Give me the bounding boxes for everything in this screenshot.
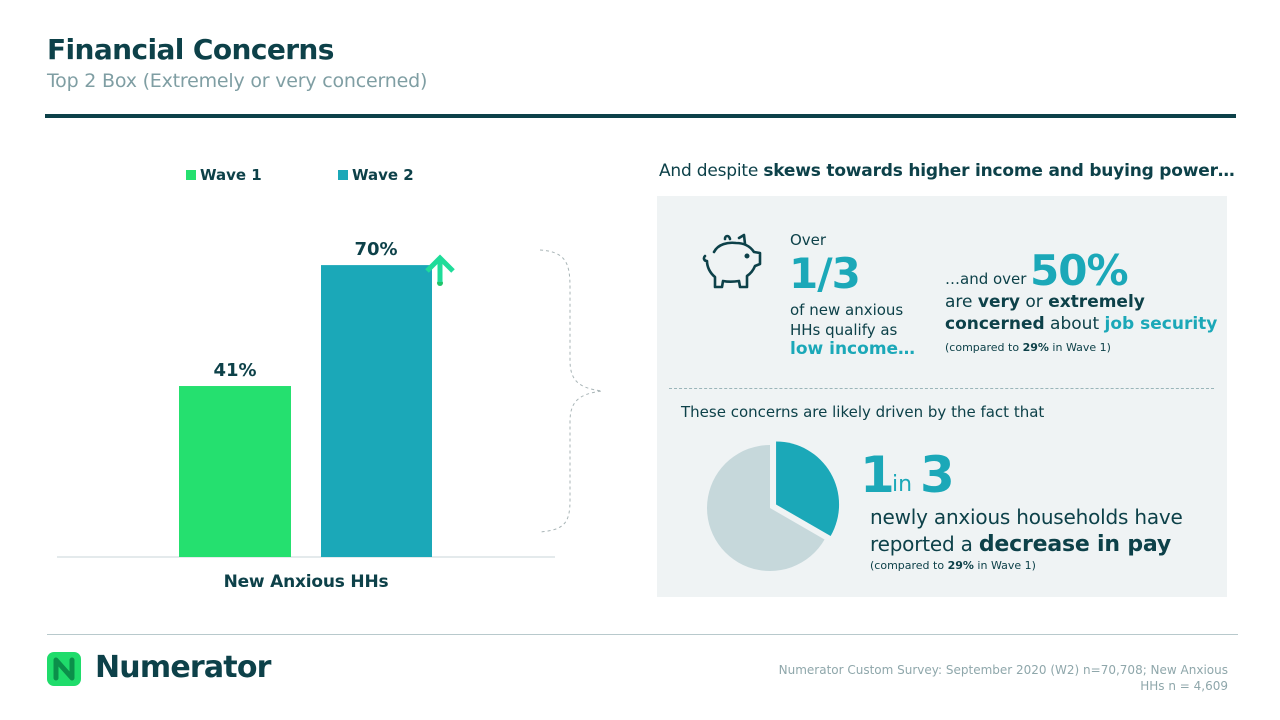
stat3-in: in: [892, 472, 913, 497]
header-divider: [45, 114, 1236, 118]
source-note-line2: HHs n = 4,609: [1140, 679, 1228, 693]
stat2-line1-very: very: [977, 292, 1020, 312]
bar-wave-1: [179, 386, 291, 557]
stat2-line2-highlight: job security: [1104, 314, 1218, 334]
data-label-wave-2: 70%: [354, 239, 397, 260]
stat2-note-pre: (compared to: [945, 341, 1023, 354]
stat3-line2-bold: decrease in pay: [978, 532, 1171, 557]
footer-divider: [47, 634, 1238, 635]
lead-bold-text: skews towards higher income and buying p…: [763, 161, 1235, 181]
stat2-note-bold: 29%: [1022, 341, 1049, 354]
stat3-note: (compared to 29% in Wave 1): [870, 559, 1036, 572]
stat3-one: 1: [860, 446, 895, 504]
legend-wave-1: Wave 1: [186, 166, 262, 184]
legend-wave-2: Wave 2: [338, 166, 414, 184]
stat2-note: (compared to 29% in Wave 1): [945, 341, 1111, 354]
stat2-line2-concerned: concerned: [945, 314, 1045, 334]
x-category-label: New Anxious HHs: [223, 572, 389, 592]
page-title: Financial Concerns: [47, 33, 334, 66]
stat3-three: 3: [920, 446, 955, 504]
pie-chart: [707, 441, 840, 571]
stat1-fraction: 1/3: [789, 249, 861, 298]
panel-divider: [669, 388, 1214, 389]
stat2-line1-extremely: extremely: [1048, 292, 1145, 312]
bar-wave-2: [321, 265, 432, 557]
numerator-logo-icon: [47, 652, 81, 686]
legend-label-wave-2: Wave 2: [352, 166, 414, 184]
piggy-bank-icon: [702, 233, 762, 289]
driven-text: These concerns are likely driven by the …: [681, 403, 1045, 421]
lead-statement: And despite skews towards higher income …: [659, 161, 1235, 181]
stat2-line2-about: about: [1044, 314, 1105, 334]
pie-slice-one-third: [776, 441, 840, 536]
stat1-over: Over: [790, 231, 827, 249]
lead-text: And despite: [659, 161, 764, 181]
stat3-line2: reported a decrease in pay: [870, 532, 1171, 557]
stat3-note-pre: (compared to: [870, 559, 948, 572]
bar-chart: 41% 70%: [57, 239, 603, 558]
legend-swatch-wave-2: [338, 170, 348, 180]
brand-name: Numerator: [95, 650, 271, 685]
stat3-note-post: in Wave 1): [973, 559, 1036, 572]
legend-swatch-wave-1: [186, 170, 196, 180]
stat2-note-post: in Wave 1): [1048, 341, 1111, 354]
stat2-percent: 50%: [1030, 246, 1129, 295]
stat1-highlight: low income…: [790, 339, 916, 359]
page-subtitle: Top 2 Box (Extremely or very concerned): [47, 70, 428, 92]
source-note-line1: Numerator Custom Survey: September 2020 …: [778, 663, 1228, 677]
up-arrow-icon: [425, 254, 455, 286]
stat2-line1-pre: are: [945, 292, 978, 312]
stat2-line2: concerned about job security: [945, 314, 1217, 334]
stat3-note-bold: 29%: [947, 559, 974, 572]
stat2-and-over: …and over: [945, 270, 1027, 288]
stat1-text-line1: of new anxious: [790, 301, 904, 319]
stat1-text: of new anxious HHs qualify as: [790, 300, 930, 340]
brace-connector: [539, 249, 603, 533]
stat1-text-line2: HHs qualify as: [790, 321, 898, 339]
data-label-wave-1: 41%: [213, 360, 256, 381]
stat3-line1: newly anxious households have: [870, 505, 1183, 529]
pie-slice-rest: [707, 445, 825, 571]
stat2-line1: are very or extremely: [945, 292, 1145, 312]
stat3-line2-pre: reported a: [870, 532, 979, 556]
stat2-line1-or: or: [1019, 292, 1049, 312]
legend-label-wave-1: Wave 1: [200, 166, 262, 184]
